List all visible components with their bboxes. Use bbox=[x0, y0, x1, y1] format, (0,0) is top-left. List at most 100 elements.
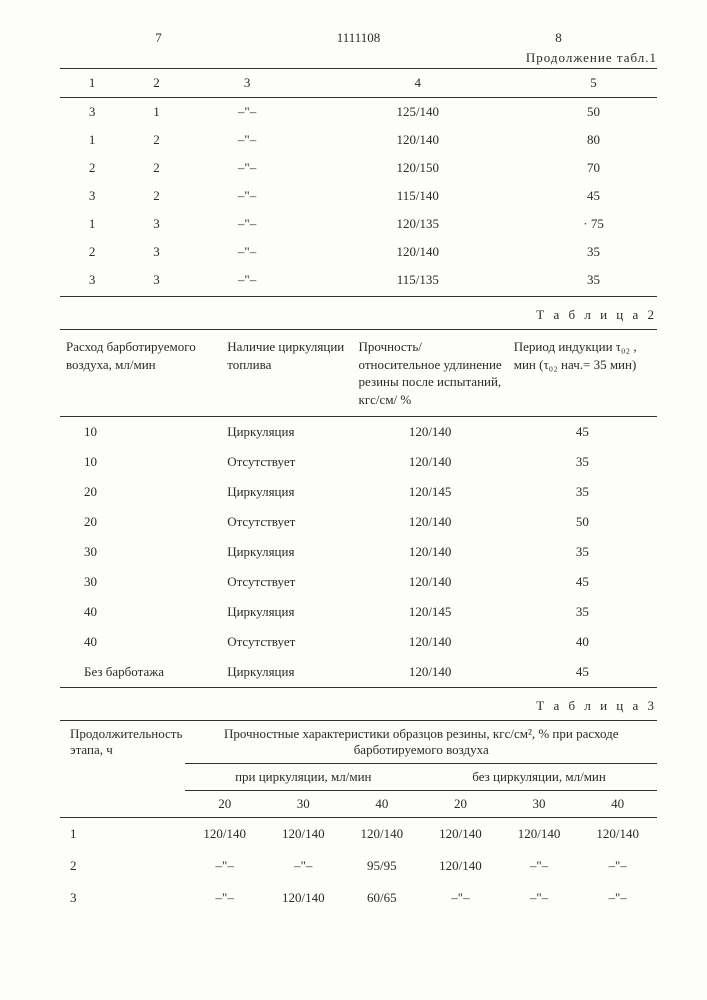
cell: 3 bbox=[124, 238, 188, 266]
cell: 115/140 bbox=[305, 182, 530, 210]
cell: 35 bbox=[508, 597, 657, 627]
cell: 35 bbox=[508, 447, 657, 477]
cell: 3 bbox=[60, 266, 124, 297]
table-row: 40Циркуляция120/14535 bbox=[60, 597, 657, 627]
table-row: 20Отсутствует120/14050 bbox=[60, 507, 657, 537]
cell: 120/145 bbox=[353, 597, 508, 627]
cell: –"– bbox=[264, 850, 343, 882]
table-row: 23–"–120/14035 bbox=[60, 238, 657, 266]
cell: Отсутствует bbox=[221, 567, 352, 597]
t2-h3: Прочность/относительное удлинение резины… bbox=[353, 330, 508, 417]
cell: 1 bbox=[60, 126, 124, 154]
cell: 30 bbox=[60, 567, 221, 597]
t1-h5: 5 bbox=[530, 69, 657, 98]
cell: 35 bbox=[508, 477, 657, 507]
table-row: 2–"––"–95/95120/140–"––"– bbox=[60, 850, 657, 882]
cell: Циркуляция bbox=[221, 537, 352, 567]
t3-c5: 30 bbox=[500, 791, 579, 818]
t3-sub1: при циркуляции, мл/мин bbox=[185, 764, 421, 791]
t3-body: 1120/140120/140120/140120/140120/140120/… bbox=[60, 818, 657, 915]
cell: 120/140 bbox=[353, 417, 508, 448]
table-row: 30Отсутствует120/14045 bbox=[60, 567, 657, 597]
cell: 120/140 bbox=[305, 126, 530, 154]
cell: 120/140 bbox=[353, 537, 508, 567]
cell: 10 bbox=[60, 447, 221, 477]
cell: 1 bbox=[124, 98, 188, 127]
cell: 2 bbox=[60, 154, 124, 182]
t2-body: 10Циркуляция120/1404510Отсутствует120/14… bbox=[60, 417, 657, 688]
t3-c4: 20 bbox=[421, 791, 500, 818]
cell: · 75 bbox=[530, 210, 657, 238]
cell: 50 bbox=[530, 98, 657, 127]
t2-h4: Период индукции τ₀₂ , мин (τ₀₂ нач.= 35 … bbox=[508, 330, 657, 417]
table-3-label: Т а б л и ц а 3 bbox=[60, 698, 657, 714]
cell: 45 bbox=[508, 567, 657, 597]
t1-body: 31–"–125/1405012–"–120/1408022–"–120/150… bbox=[60, 98, 657, 297]
table-row: 22–"–120/15070 bbox=[60, 154, 657, 182]
cell: 30 bbox=[60, 537, 221, 567]
cell: Циркуляция bbox=[221, 477, 352, 507]
cell: 80 bbox=[530, 126, 657, 154]
t3-c6: 40 bbox=[578, 791, 657, 818]
cell: –"– bbox=[185, 850, 264, 882]
cell: 120/145 bbox=[353, 477, 508, 507]
cell: 3 bbox=[124, 266, 188, 297]
cell: 35 bbox=[530, 238, 657, 266]
cell: Циркуляция bbox=[221, 597, 352, 627]
table-row: 10Отсутствует120/14035 bbox=[60, 447, 657, 477]
cell: –"– bbox=[421, 882, 500, 914]
cell: Циркуляция bbox=[221, 657, 352, 688]
cell: –"– bbox=[500, 850, 579, 882]
cell: 20 bbox=[60, 477, 221, 507]
t3-c2: 30 bbox=[264, 791, 343, 818]
cell: 45 bbox=[508, 417, 657, 448]
cell: 40 bbox=[60, 597, 221, 627]
cell: 120/140 bbox=[353, 507, 508, 537]
cell: –"– bbox=[185, 882, 264, 914]
cell: Отсутствует bbox=[221, 507, 352, 537]
table-2-label: Т а б л и ц а 2 bbox=[60, 307, 657, 323]
cell: 120/140 bbox=[264, 882, 343, 914]
cell: 45 bbox=[530, 182, 657, 210]
cell: 120/140 bbox=[353, 627, 508, 657]
cell: 115/135 bbox=[305, 266, 530, 297]
t1-h4: 4 bbox=[305, 69, 530, 98]
cell: 3 bbox=[124, 210, 188, 238]
cell: Без барботажа bbox=[60, 657, 221, 688]
cell: 120/135 bbox=[305, 210, 530, 238]
cell: Отсутствует bbox=[221, 447, 352, 477]
cell: 120/140 bbox=[185, 818, 264, 851]
t3-rowhead: Продолжительность этапа, ч bbox=[60, 721, 185, 818]
cell: 120/140 bbox=[264, 818, 343, 851]
t1-h2: 2 bbox=[124, 69, 188, 98]
cell: –"– bbox=[189, 182, 306, 210]
cell: –"– bbox=[500, 882, 579, 914]
page-num-right: 8 bbox=[460, 30, 657, 46]
cell: 120/140 bbox=[500, 818, 579, 851]
cell: 3 bbox=[60, 882, 185, 914]
table-row: 32–"–115/14045 bbox=[60, 182, 657, 210]
t3-sub2: без циркуляции, мл/мин bbox=[421, 764, 657, 791]
table-row: 3–"–120/14060/65–"––"––"– bbox=[60, 882, 657, 914]
cell: 2 bbox=[124, 154, 188, 182]
table-1: 1 2 3 4 5 31–"–125/1405012–"–120/1408022… bbox=[60, 68, 657, 297]
table-row: Без барботажаЦиркуляция120/14045 bbox=[60, 657, 657, 688]
cell: 35 bbox=[530, 266, 657, 297]
cell: –"– bbox=[189, 154, 306, 182]
table-row: 30Циркуляция120/14035 bbox=[60, 537, 657, 567]
cell: –"– bbox=[189, 210, 306, 238]
cell: 60/65 bbox=[343, 882, 422, 914]
doc-number: 1111108 bbox=[260, 30, 457, 46]
cell: 40 bbox=[60, 627, 221, 657]
cell: 120/140 bbox=[421, 850, 500, 882]
cell: 40 bbox=[508, 627, 657, 657]
cell: 120/150 bbox=[305, 154, 530, 182]
t1-h1: 1 bbox=[60, 69, 124, 98]
cell: 120/140 bbox=[353, 447, 508, 477]
cell: 2 bbox=[124, 182, 188, 210]
cell: 1 bbox=[60, 818, 185, 851]
cell: 95/95 bbox=[343, 850, 422, 882]
cell: –"– bbox=[189, 98, 306, 127]
cell: –"– bbox=[578, 882, 657, 914]
t3-c1: 20 bbox=[185, 791, 264, 818]
